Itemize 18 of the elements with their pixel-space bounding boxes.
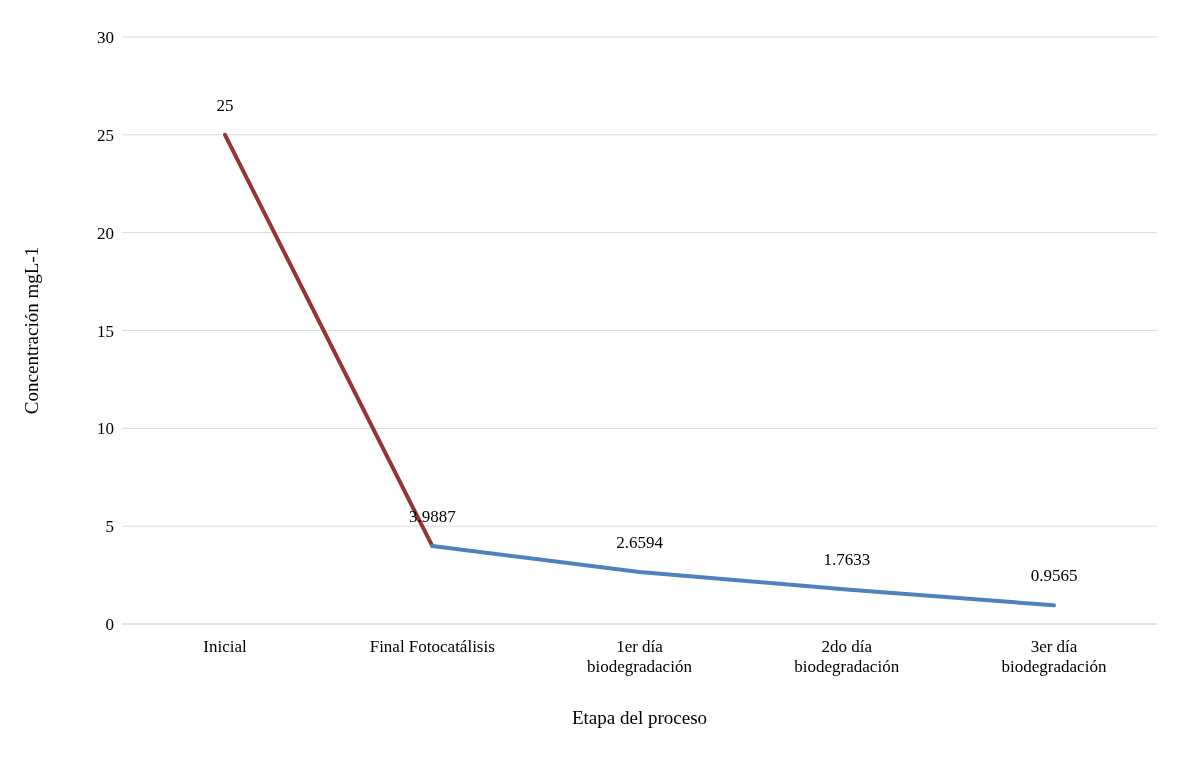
data-label: 0.9565	[1030, 566, 1078, 586]
x-tick-label: Inicial	[203, 637, 247, 656]
data-label: 1.7633	[823, 550, 871, 570]
data-label: 25	[216, 95, 234, 115]
y-tick-label: 15	[97, 321, 114, 341]
x-tick-label: 2do día biodegradación	[794, 637, 900, 676]
y-tick-label: 30	[97, 28, 114, 48]
x-tick-label: 3er día biodegradación	[1001, 637, 1107, 676]
x-tick-label: Final Fotocatálisis	[369, 637, 495, 656]
y-tick-label: 10	[97, 419, 114, 439]
y-tick-label: 5	[105, 517, 114, 537]
x-axis-title: Etapa del proceso	[571, 707, 708, 728]
y-tick-label: 25	[97, 125, 114, 145]
y-axis-title: Concentración mgL-1	[21, 246, 42, 415]
x-tick-label: 1er día biodegradación	[587, 637, 693, 676]
y-tick-label: 0	[105, 615, 114, 635]
data-label: 2.6594	[616, 532, 664, 552]
y-tick-label: 20	[97, 223, 114, 243]
